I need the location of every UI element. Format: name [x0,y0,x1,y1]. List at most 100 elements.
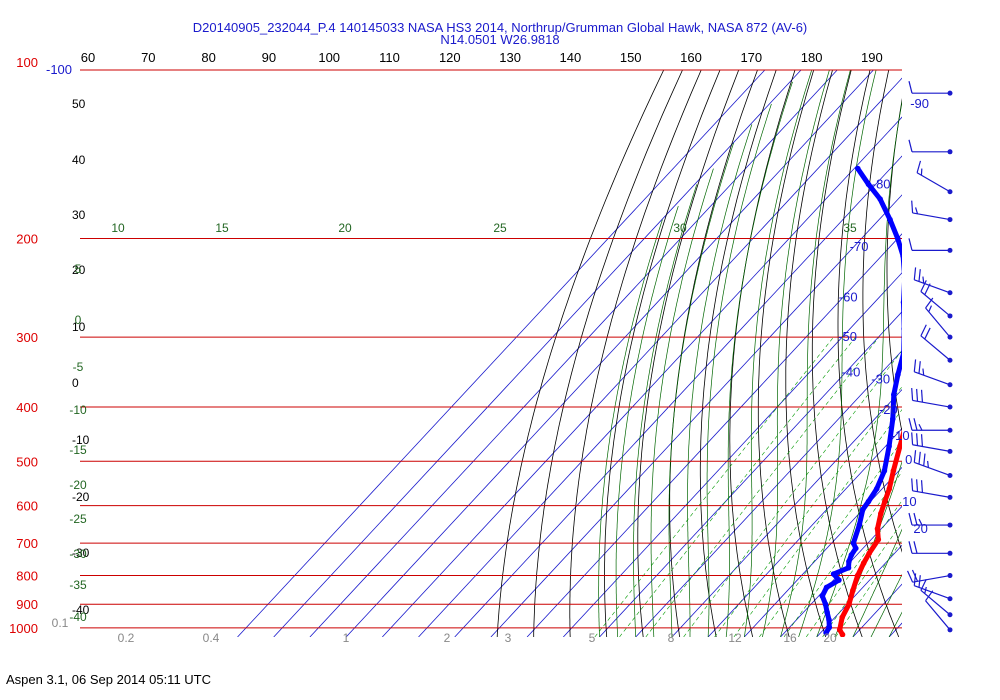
temperature-profile-line-point [918,304,924,310]
isotherm-label: -70 [850,239,869,254]
mixing-ratio-label: 1 [343,631,350,645]
isotherm-label: -60 [839,290,858,305]
isotherm-line [526,233,902,637]
wind-barb-feather [920,280,927,292]
isotherm-line [744,466,902,637]
wind-barb [920,578,953,618]
temperature-profile-line-point [846,601,852,607]
temperature-profile-line-point [922,203,928,209]
moist-adiabat-line [650,168,714,637]
wind-barb-staff [914,461,951,477]
moist-adiabat-line [633,184,698,637]
moist-adiabat-label: -25 [69,512,87,526]
wind-barb [913,267,953,296]
dry-adiabat-line [785,70,833,637]
wind-barb-station [947,596,953,602]
mixing-ratio-line [619,336,856,637]
moist-adiabat-label: 30 [673,221,687,235]
wind-barb-feather [913,418,918,431]
mixing-ratio-label: 0.1 [52,616,69,630]
wind-barb-feather [920,578,927,591]
wind-barb-staff [916,172,951,193]
dewpoint-profile-line-point [856,522,863,528]
dewpoint-profile-line-point [860,506,866,513]
top-axis-tick-label: 70 [141,50,155,65]
mixing-ratio-line [759,440,902,637]
wind-barb-station [947,550,953,556]
wind-barb [920,280,953,319]
mixing-ratio-label: 16 [783,631,797,645]
dewpoint-profile-line-point [901,276,902,279]
temperature-profile-line [837,429,902,637]
dry-adiabat-line [910,70,1000,637]
dry-adiabat-line [955,70,1000,637]
wind-barb-feather [920,389,924,403]
moist-adiabat-line [798,70,877,637]
isotherm-label: -90 [910,96,929,111]
moist-adiabat-label: -20 [69,478,87,492]
moist-adiabat-line [762,70,830,637]
isotherm-line [418,116,902,637]
moist-adiabat-line [852,528,902,637]
dewpoint-profile-line-point [850,540,857,546]
wind-barb [908,81,953,96]
dry-adiabat-line [637,70,740,637]
wind-barb-column [906,81,953,633]
wind-barb-feather [908,418,913,431]
mixing-ratio-line [733,409,902,637]
isotherm-label: -100 [46,62,72,77]
temperature-profile-line-point [920,166,926,172]
wind-barb [908,139,953,155]
top-axis-tick-label: 60 [81,50,95,65]
mixing-ratio-line [822,522,902,637]
moist-adiabat-label: -5 [73,360,84,374]
top-axis-tick-label: 160 [680,50,702,65]
dry-adiabat-line [933,70,1000,637]
isotherm-line [273,70,802,637]
temperature-profile-line-point [874,526,881,532]
dry-adiabat-label: 10 [72,320,86,334]
wind-barb-feather [908,238,913,251]
wind-barb-staff [914,371,951,386]
moist-adiabat-label: 35 [843,221,857,235]
top-axis-tick-label: 150 [620,50,642,65]
moist-adiabat-label: -15 [69,443,87,457]
wind-barb-feather [920,480,924,493]
isotherm-line [490,194,902,637]
mixing-ratio-line [683,350,902,637]
isotherm-line [888,622,902,637]
isotherm-line [237,70,766,637]
moist-adiabat-line [870,573,902,637]
isotherm-line [382,77,902,637]
temperature-profile-line-point [882,498,888,505]
moist-adiabat-label: -10 [69,403,87,417]
wind-barb-staff [912,399,951,408]
dewpoint-profile-line-point [873,486,880,492]
isotherm-lines [237,70,902,637]
dewpoint-profile-line-point [830,571,837,577]
mixing-ratio-label: 8 [668,631,675,645]
wind-barb-station [947,189,953,195]
wind-barb-feather [918,575,921,588]
isotherm-line [707,427,902,637]
wind-barb-staff [920,335,951,361]
dry-adiabat-line [496,70,665,637]
dewpoint-profile-line-point [895,371,901,378]
wind-barb-station [947,472,953,478]
dewpoint-profile-line-point [900,253,902,259]
wind-barb-feather [913,512,918,526]
temperature-profile-line-point [878,510,884,517]
dry-adiabat-line [886,97,902,435]
isotherm-line [599,311,902,637]
dewpoint-profile-line-point [826,624,833,631]
mixing-ratio-line [714,386,902,637]
dewpoint-profile-line-point [823,584,830,591]
pressure-tick-label: 600 [16,499,38,514]
wind-barb-feather [916,388,919,402]
mixing-ratio-label: 0.4 [203,631,220,645]
dewpoint-profile-line-point [855,165,861,172]
temperature-profile-line-point [854,572,861,579]
wind-barb-feather [920,434,924,447]
